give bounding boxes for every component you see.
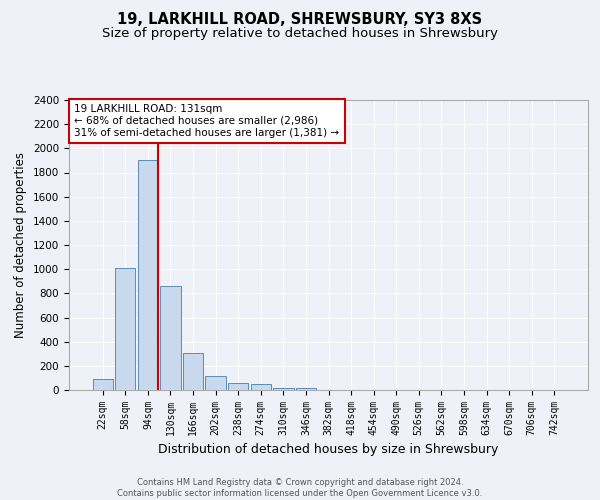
Bar bbox=[205, 376, 226, 390]
Text: Size of property relative to detached houses in Shrewsbury: Size of property relative to detached ho… bbox=[102, 28, 498, 40]
Bar bbox=[183, 352, 203, 390]
X-axis label: Distribution of detached houses by size in Shrewsbury: Distribution of detached houses by size … bbox=[158, 444, 499, 456]
Bar bbox=[115, 268, 136, 390]
Bar bbox=[160, 286, 181, 390]
Bar bbox=[251, 384, 271, 390]
Bar bbox=[92, 379, 113, 390]
Text: 19, LARKHILL ROAD, SHREWSBURY, SY3 8XS: 19, LARKHILL ROAD, SHREWSBURY, SY3 8XS bbox=[118, 12, 482, 28]
Text: 19 LARKHILL ROAD: 131sqm
← 68% of detached houses are smaller (2,986)
31% of sem: 19 LARKHILL ROAD: 131sqm ← 68% of detach… bbox=[74, 104, 340, 138]
Bar bbox=[296, 388, 316, 390]
Bar bbox=[228, 384, 248, 390]
Text: Contains HM Land Registry data © Crown copyright and database right 2024.
Contai: Contains HM Land Registry data © Crown c… bbox=[118, 478, 482, 498]
Bar bbox=[273, 388, 293, 390]
Y-axis label: Number of detached properties: Number of detached properties bbox=[14, 152, 28, 338]
Bar bbox=[138, 160, 158, 390]
